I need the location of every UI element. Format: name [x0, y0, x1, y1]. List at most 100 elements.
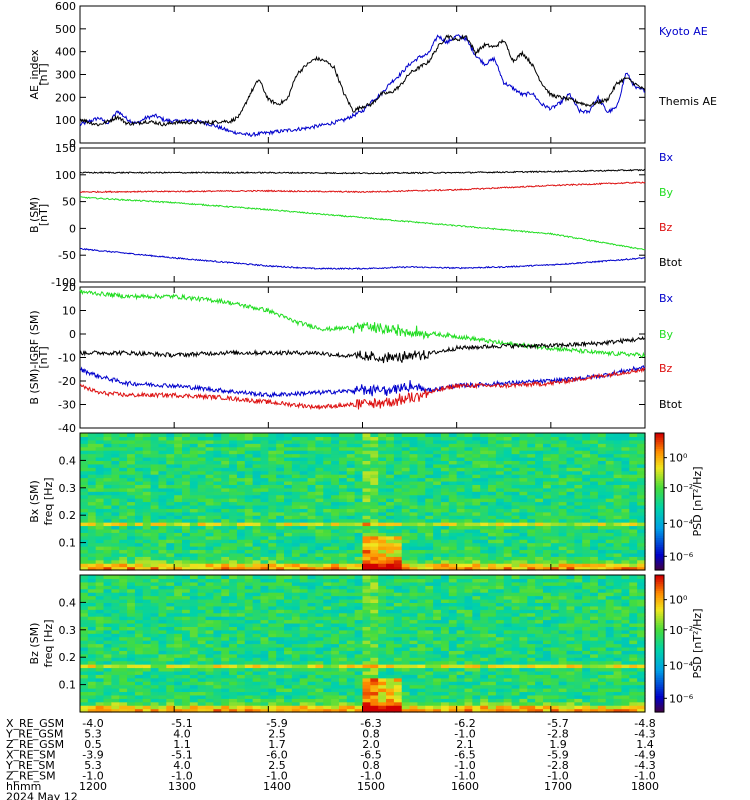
row-value: -5.1 [171, 717, 192, 730]
row-value: 4.0 [173, 728, 191, 741]
y-axis-label: [nT] [37, 63, 50, 85]
y-tick-label: 400 [55, 46, 76, 59]
row-label: X_RE_SM [6, 749, 56, 762]
row-label: Y_RE_GSM [5, 728, 63, 741]
row-value: -6.5 [360, 749, 381, 762]
row-value: -1.0 [266, 770, 287, 783]
series-bz [79, 367, 646, 410]
row-value: -6.5 [454, 749, 475, 762]
row-value: 2.5 [268, 728, 286, 741]
y-tick-label: 0.3 [59, 624, 77, 637]
y-tick-label: 20 [62, 281, 76, 294]
row-value: -4.0 [82, 717, 103, 730]
colorbar-label: PSD [nT²/Hz] [691, 466, 704, 536]
row-value: -1.0 [454, 770, 475, 783]
row-value: 1.7 [268, 738, 286, 751]
y-tick-label: 0.3 [59, 482, 77, 495]
spectrogram-cells [80, 433, 646, 571]
y-tick-label: -20 [58, 375, 76, 388]
y-tick-label: -50 [58, 249, 76, 262]
y-tick-label: 0 [69, 222, 76, 235]
row-value: -1.0 [82, 770, 103, 783]
series-themis-ae [79, 34, 646, 127]
row-value: 5.3 [84, 728, 102, 741]
row-value: 0.8 [362, 728, 380, 741]
colorbar [655, 433, 664, 571]
legend-bx: Bx [659, 151, 674, 164]
legend-by: By [659, 328, 674, 341]
row-value: -4.8 [634, 717, 655, 730]
line-panel-2: -100 -50 0 50 100 150 B (SM)[nT] Bx By Bz Btot [28, 142, 683, 289]
y-tick-label: 0.1 [59, 537, 77, 550]
y-axis-label: [nT] [37, 204, 50, 226]
plot-frame [79, 5, 646, 144]
row-value: 1200 [79, 780, 107, 793]
y-tick-label: 150 [55, 142, 76, 155]
row-value: -6.3 [360, 717, 381, 730]
y-tick-label: 200 [55, 91, 76, 104]
series-by [79, 289, 646, 358]
row-value: -1.0 [454, 728, 475, 741]
y-tick-label: 50 [62, 196, 76, 209]
y-axis-label: B (SM)-IGRF (SM) [28, 310, 41, 404]
y-tick-label: 100 [55, 114, 76, 127]
row-value: 2.0 [362, 738, 380, 751]
row-label: Z_RE_SM [6, 770, 56, 783]
legend-btot: Btot [659, 398, 683, 411]
row-value: 1400 [263, 780, 291, 793]
row-label: Z_RE_GSM [6, 738, 64, 751]
row-value: -1.0 [634, 770, 655, 783]
row-value: -4.3 [634, 759, 655, 772]
row-value: -1.0 [360, 770, 381, 783]
row-value: -4.3 [634, 728, 655, 741]
y-tick-label: 0 [69, 137, 76, 150]
row-value: 2.1 [456, 738, 474, 751]
y-tick-label: -40 [58, 422, 76, 435]
y-tick-label: 0 [69, 328, 76, 341]
line-panel-1: 0 100 200 300 400 500 600 AE_index[nT] Kyoto AE T… [28, 0, 717, 150]
row-value: -5.1 [171, 749, 192, 762]
date-label: 2024 May 12 [6, 791, 78, 800]
legend-kyoto-ae: Kyoto AE [659, 25, 708, 38]
row-value: -5.9 [547, 749, 568, 762]
y-tick-label: -30 [58, 399, 76, 412]
row-value: -1.0 [547, 770, 568, 783]
spectrogram-cells [80, 575, 646, 713]
legend-bz: Bz [659, 362, 673, 375]
y-tick-label: 300 [55, 69, 76, 82]
row-value: -4.9 [634, 749, 655, 762]
y-tick-label: -100 [51, 276, 76, 289]
row-value: 1.1 [173, 738, 191, 751]
legend-bx: Bx [659, 292, 674, 305]
row-value: 1700 [544, 780, 572, 793]
legend-btot: Btot [659, 256, 683, 269]
colorbar-tick-label: 10⁻⁶ [669, 550, 694, 563]
row-value: -5.9 [266, 717, 287, 730]
plot-frame [79, 147, 646, 283]
y-axis-label: B (SM) [28, 197, 41, 233]
legend-themis-ae: Themis AE [658, 95, 717, 108]
y-tick-label: 0.1 [59, 679, 77, 692]
y-tick-label: 10 [62, 305, 76, 318]
series-kyoto-ae [79, 34, 646, 138]
series-btot [79, 335, 646, 364]
colorbar-tick-label: 10⁰ [669, 594, 688, 607]
row-value: -5.7 [547, 717, 568, 730]
y-tick-label: 0.4 [59, 596, 77, 609]
row-value: -3.9 [82, 749, 103, 762]
row-value: -1.0 [171, 770, 192, 783]
row-value: -2.8 [547, 728, 568, 741]
colorbar-frame [654, 574, 665, 713]
row-value: 1600 [451, 780, 479, 793]
series-bz [79, 181, 646, 194]
series-bx [79, 247, 646, 271]
y-axis-label: Bx (SM) [28, 480, 41, 523]
y-tick-label: 0.2 [59, 651, 77, 664]
colorbar-tick-label: 10⁻⁴ [669, 659, 694, 672]
x-axis-annotation: X_RE_GSM -4.0 -5.1 -5.9 -6.3 -6.2 -5.7 -4.8 Y_RE… [5, 717, 659, 800]
row-value: 1800 [631, 780, 659, 793]
row-value: 1.9 [549, 738, 567, 751]
row-value: -2.8 [547, 759, 568, 772]
y-tick-label: -10 [58, 352, 76, 365]
